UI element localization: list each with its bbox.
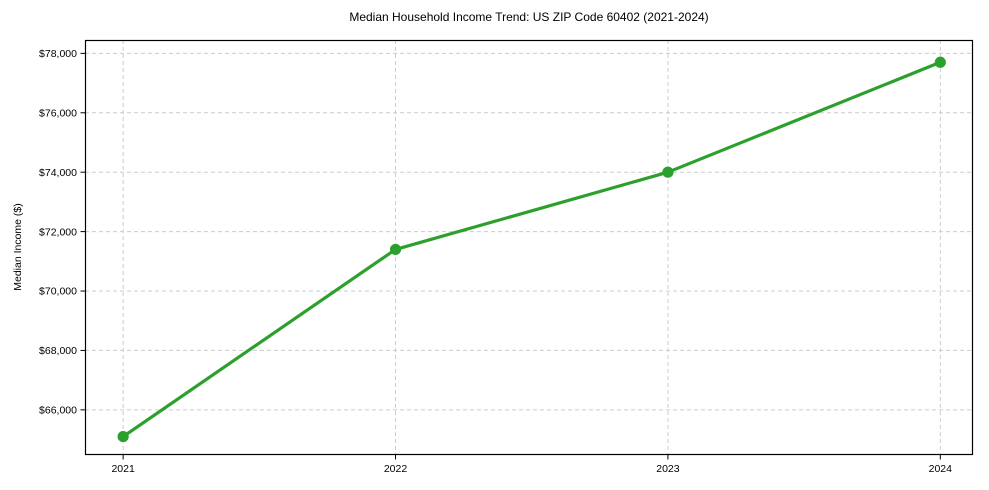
y-tick-label: $74,000 [39,167,77,179]
data-point-2023 [662,166,674,178]
y-tick-label: $76,000 [39,107,77,119]
chart-title: Median Household Income Trend: US ZIP Co… [349,10,709,24]
x-tick-label: 2022 [384,463,408,475]
x-tick-label: 2024 [929,463,953,475]
y-tick-label: $78,000 [39,48,77,60]
axis-frame [84,39,974,456]
grid [85,40,973,455]
data-point-2021 [117,430,129,443]
y-tick-label: $66,000 [39,405,77,417]
y-tick-label: $68,000 [39,345,77,357]
y-tick-label: $72,000 [39,226,77,238]
x-tick-label: 2023 [656,463,680,475]
data-point-2022 [389,243,402,256]
y-tick-label: $70,000 [39,286,77,298]
tick-marks [80,52,941,460]
data-point-2024 [934,56,946,68]
income-line [121,60,942,439]
x-tick-label: 2021 [111,463,135,475]
